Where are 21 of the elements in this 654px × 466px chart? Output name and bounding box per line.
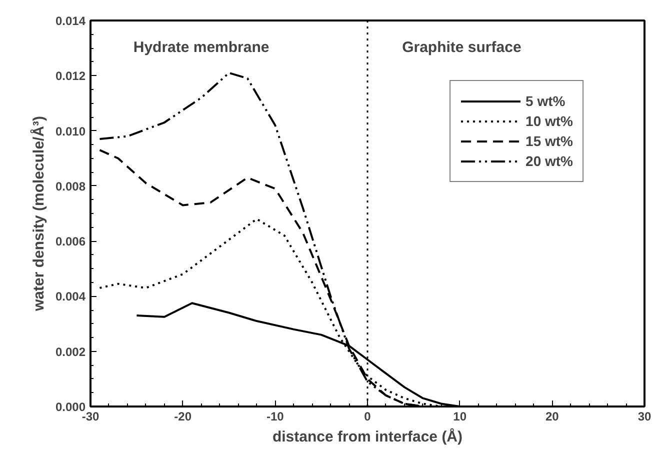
- x-tick-label: -20: [174, 410, 192, 424]
- x-tick-label: 30: [638, 410, 652, 424]
- y-tick-label: 0.008: [55, 179, 86, 194]
- legend-label: 15 wt%: [526, 133, 573, 149]
- y-tick-label: 0.012: [55, 69, 86, 84]
- y-tick-label: 0.004: [55, 290, 86, 304]
- y-tick-label: 0.010: [55, 124, 86, 138]
- annotation: Graphite surface: [402, 39, 522, 56]
- legend-label: 10 wt%: [526, 113, 573, 129]
- legend-label: 20 wt%: [526, 153, 573, 169]
- x-tick-label: 10: [453, 410, 467, 424]
- x-tick-label: -10: [266, 410, 284, 424]
- y-tick-label: 0.002: [55, 344, 86, 359]
- annotation: Hydrate membrane: [133, 39, 270, 56]
- x-axis-title: distance from interface (Å): [272, 428, 463, 446]
- legend-label: 5 wt%: [526, 93, 566, 109]
- y-tick-label: 0.006: [55, 234, 86, 249]
- y-axis-title: water density (molecule/Å³): [29, 116, 48, 312]
- x-tick-label: 0: [364, 410, 372, 424]
- y-tick-label: 0.014: [55, 14, 86, 28]
- x-tick-label: 20: [545, 410, 560, 424]
